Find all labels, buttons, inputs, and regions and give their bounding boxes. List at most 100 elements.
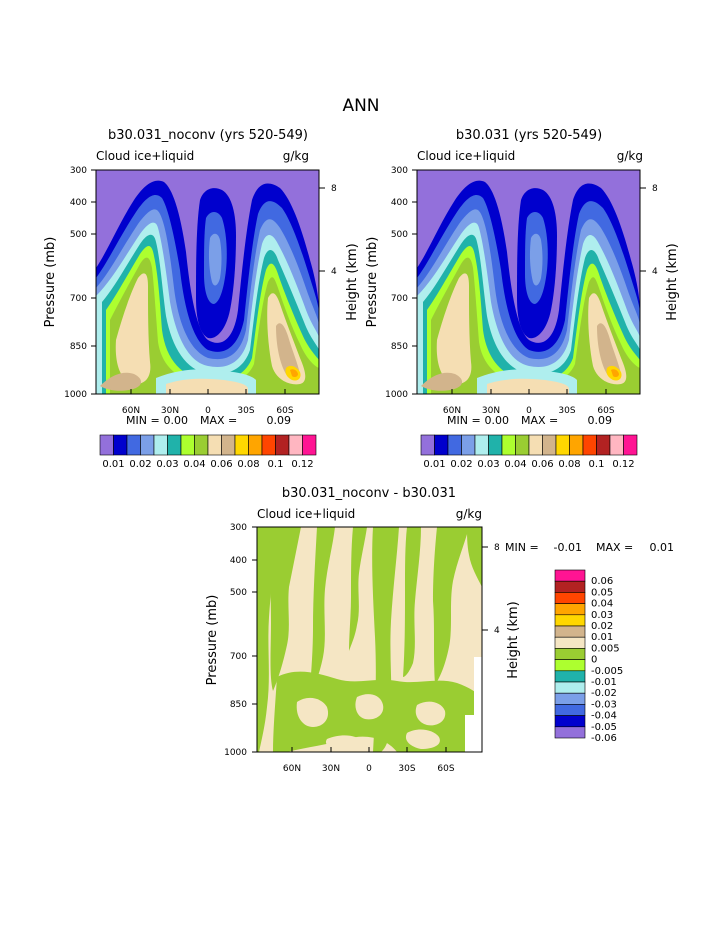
- colorbar-swatch: [194, 434, 209, 456]
- colorbar-swatch: [113, 434, 128, 456]
- y-tick-label: 1000: [224, 748, 247, 758]
- height-tick-label: 4: [494, 626, 500, 636]
- colorbar-label: 0.08: [558, 459, 580, 470]
- colorbar-label: -0.01: [591, 677, 617, 688]
- colorbar-swatch: [99, 434, 114, 456]
- x-tick-label: 0: [526, 406, 532, 416]
- colorbar: 0.01 0.02 0.03 0.04 0.06 0.08 0.1 0.12: [420, 434, 638, 470]
- max-label: MAX =: [200, 414, 237, 427]
- min-value: -0.01: [554, 541, 582, 554]
- height-tick-label: 4: [331, 267, 337, 277]
- max-value: 0.09: [588, 414, 613, 427]
- colorbar-label: -0.04: [591, 711, 617, 722]
- colorbar-swatch: [554, 726, 586, 739]
- x-ticks: 60N 30N 0 30S 60S: [283, 747, 455, 774]
- y-tick-label: 700: [391, 294, 408, 304]
- colorbar-label: 0.06: [591, 576, 613, 587]
- x-ticks: 60N 30N 0 30S 60S: [443, 389, 615, 416]
- colorbar-swatch: [302, 434, 317, 456]
- y-ticks: 300 400 500 700 850 1000: [64, 166, 96, 400]
- colorbar-label: 0.04: [504, 459, 526, 470]
- colorbar-swatch: [554, 580, 586, 593]
- colorbar-swatch: [582, 434, 597, 456]
- colorbar-swatch: [447, 434, 462, 456]
- colorbar-label: 0.12: [612, 459, 634, 470]
- colorbar-swatch: [554, 692, 586, 705]
- colorbar-swatch: [554, 670, 586, 683]
- colorbar-label: 0.005: [591, 643, 620, 654]
- max-value: 0.01: [650, 541, 675, 554]
- colorbar-label: 0.08: [237, 459, 259, 470]
- colorbar-swatch: [420, 434, 435, 456]
- colorbar-swatch: [569, 434, 584, 456]
- x-tick-label: 60N: [283, 764, 301, 774]
- colorbar-swatch: [126, 434, 141, 456]
- contour-field: [417, 170, 640, 394]
- max-label: MAX =: [521, 414, 558, 427]
- colorbar-label: 0.03: [591, 610, 613, 621]
- colorbar-swatch: [596, 434, 611, 456]
- colorbar-swatch: [261, 434, 276, 456]
- x-tick-label: 60S: [597, 406, 614, 416]
- min-label: MIN =: [447, 414, 481, 427]
- colorbar-swatch: [288, 434, 303, 456]
- y-tick-label: 700: [70, 294, 87, 304]
- colorbar-swatch: [167, 434, 182, 456]
- colorbar-swatch: [554, 648, 586, 660]
- colorbar-swatch: [207, 434, 222, 456]
- colorbar-label: 0.01: [102, 459, 124, 470]
- colorbar-label: 0.05: [591, 587, 613, 598]
- x-tick-label: 30N: [161, 406, 179, 416]
- x-tick-label: 30N: [322, 764, 340, 774]
- colorbar-swatch: [609, 434, 624, 456]
- colorbar-swatch: [434, 434, 449, 456]
- min-value: 0.00: [485, 414, 510, 427]
- colorbar-swatch: [554, 569, 586, 582]
- colorbar-swatch: [554, 625, 586, 638]
- height-tick-label: 8: [652, 184, 658, 194]
- x-ticks: 60N 30N 0 30S 60S: [122, 389, 294, 416]
- panel-noconv: b30.031_noconv (yrs 520-549) Cloud ice+l…: [43, 128, 360, 470]
- y-tick-label: 400: [391, 198, 408, 208]
- panel-subtitle-left: Cloud ice+liquid: [96, 149, 194, 163]
- y-tick-label: 300: [70, 166, 87, 176]
- colorbar-label: -0.02: [591, 688, 617, 699]
- height-tick-label: 4: [652, 267, 658, 277]
- colorbar-swatch: [554, 603, 586, 616]
- colorbar-label: 0.1: [268, 459, 284, 470]
- colorbar-label: 0.04: [183, 459, 205, 470]
- colorbar-swatch: [140, 434, 155, 456]
- y-axis-label: Pressure (mb): [43, 237, 58, 328]
- y-ticks-right: 8 4: [482, 543, 500, 636]
- colorbar-swatch: [474, 434, 489, 456]
- colorbar-swatch: [528, 434, 543, 456]
- max-label: MAX =: [596, 541, 633, 554]
- panel-subtitle-right: g/kg: [456, 507, 482, 521]
- y-tick-label: 850: [391, 342, 408, 352]
- y-axis-label: Pressure (mb): [205, 595, 220, 686]
- colorbar-swatch: [555, 434, 570, 456]
- colorbar-swatch: [623, 434, 638, 456]
- colorbar-label: 0.06: [531, 459, 553, 470]
- colorbar-label: 0.01: [591, 632, 613, 643]
- contour-field: [96, 170, 319, 394]
- colorbar-swatch: [248, 434, 263, 456]
- y-tick-label: 400: [70, 198, 87, 208]
- colorbar-swatch: [501, 434, 516, 456]
- panel-control: b30.031 (yrs 520-549) Cloud ice+liquid g…: [365, 128, 680, 470]
- min-label: MIN =: [505, 541, 539, 554]
- x-tick-label: 0: [205, 406, 211, 416]
- x-tick-label: 30S: [398, 764, 415, 774]
- colorbar-label: 0.03: [477, 459, 499, 470]
- colorbar-swatch: [275, 434, 290, 456]
- panel-title: b30.031_noconv - b30.031: [282, 486, 456, 501]
- colorbar-label: 0.02: [450, 459, 472, 470]
- y-tick-label: 850: [70, 342, 87, 352]
- colorbar-label: 0.01: [423, 459, 445, 470]
- panel-title: b30.031 (yrs 520-549): [456, 128, 602, 143]
- y-axis-label-right: Height (km): [506, 601, 521, 678]
- colorbar-swatch: [554, 681, 586, 694]
- y-axis-label-right: Height (km): [345, 243, 360, 320]
- panel-difference: b30.031_noconv - b30.031 Cloud ice+liqui…: [205, 486, 674, 774]
